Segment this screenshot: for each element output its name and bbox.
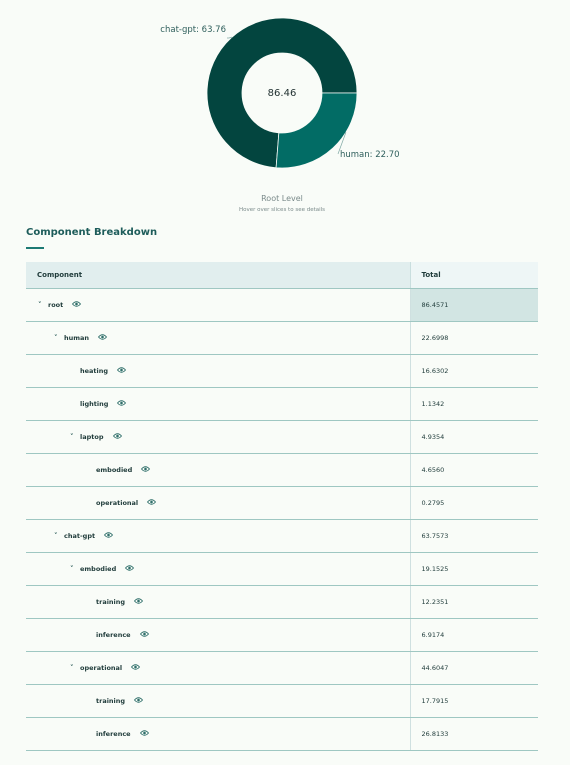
table-row[interactable]: inference 26.8133 (26, 717, 538, 751)
component-cell: heating (26, 354, 410, 388)
component-name: training (96, 598, 126, 606)
total-cell: 17.7915 (409, 684, 538, 718)
slice-human[interactable] (275, 92, 358, 169)
total-cell: 0.2795 (409, 486, 538, 520)
table-row[interactable]: ˅ root 86.4571 (26, 288, 538, 322)
table-row[interactable]: training 17.7915 (26, 684, 538, 718)
component-cell: training (26, 585, 410, 619)
component-cell: inference (26, 618, 410, 652)
total-cell: 4.9354 (409, 420, 538, 454)
eye-icon[interactable] (117, 400, 127, 408)
component-cell: embodied (26, 453, 410, 487)
component-cell: ˅ laptop (26, 420, 410, 454)
leader-line-chat-gpt (227, 36, 233, 39)
table-row[interactable]: inference 6.9174 (26, 618, 538, 652)
donut-center-value: 86.46 (268, 88, 297, 99)
section-title: Component Breakdown (26, 227, 158, 238)
table-row[interactable]: operational 0.2795 (26, 486, 538, 520)
component-name: laptop (80, 433, 104, 441)
component-cell: lighting (26, 387, 410, 421)
total-cell: 16.6302 (409, 354, 538, 388)
chevron-down-icon[interactable]: ˅ (70, 565, 74, 573)
component-name: lighting (80, 400, 109, 408)
component-cell: operational (26, 486, 410, 520)
table-row[interactable]: ˅ embodied 19.1525 (26, 552, 538, 586)
component-name: inference (96, 730, 131, 738)
chevron-down-icon[interactable]: ˅ (54, 532, 58, 540)
component-cell: ˅ human (26, 321, 410, 355)
component-cell: ˅ operational (26, 651, 410, 685)
component-name: inference (96, 631, 131, 639)
table-row[interactable]: ˅ operational 44.6047 (26, 651, 538, 685)
eye-icon[interactable] (112, 433, 122, 441)
eye-icon[interactable] (125, 565, 135, 573)
table-row[interactable]: training 12.2351 (26, 585, 538, 619)
total-cell: 86.4571 (409, 288, 538, 322)
component-cell: ˅ chat-gpt (26, 519, 410, 553)
total-cell: 4.6560 (409, 453, 538, 487)
chart-title: Root Level (261, 194, 303, 203)
total-cell: 22.6998 (409, 321, 538, 355)
component-name: human (64, 334, 90, 342)
component-name: heating (80, 367, 109, 375)
component-table: Component Total ˅ root 86.4571 ˅ human 22.699… (26, 262, 538, 751)
eye-icon[interactable] (139, 631, 149, 639)
eye-icon[interactable] (103, 532, 114, 540)
leader-line-human (337, 132, 347, 155)
table-row[interactable]: ˅ human 22.6998 (26, 321, 538, 355)
eye-icon[interactable] (131, 664, 141, 672)
chevron-down-icon[interactable]: ˅ (54, 334, 58, 342)
component-cell: ˅ embodied (26, 552, 410, 586)
chevron-down-icon[interactable]: ˅ (70, 433, 74, 441)
eye-icon[interactable] (139, 730, 149, 738)
component-cell: ˅ root (26, 288, 410, 322)
total-cell: 26.8133 (409, 717, 538, 751)
table-row[interactable]: embodied 4.6560 (26, 453, 538, 487)
component-name: embodied (96, 466, 133, 474)
eye-icon[interactable] (116, 367, 127, 375)
eye-icon[interactable] (133, 697, 144, 705)
donut-chart: 86.46 chat-gpt: 63.76 human: 22.70 (160, 17, 400, 169)
total-cell: 44.6047 (409, 651, 538, 685)
column-header-total[interactable]: Total (409, 262, 538, 289)
section-underline (26, 247, 44, 249)
eye-icon[interactable] (141, 466, 151, 474)
component-name: chat-gpt (64, 532, 96, 540)
table-header-row: Component Total (26, 262, 538, 289)
total-cell: 19.1525 (409, 552, 538, 586)
component-name: operational (80, 664, 123, 672)
table-row[interactable]: ˅ laptop 4.9354 (26, 420, 538, 454)
table-row[interactable]: ˅ chat-gpt 63.7573 (26, 519, 538, 553)
eye-icon[interactable] (97, 334, 108, 342)
eye-icon[interactable] (133, 598, 144, 606)
total-cell: 63.7573 (409, 519, 538, 553)
chart-subtitle: Hover over slices to see details (238, 207, 326, 213)
component-name: embodied (80, 565, 117, 573)
total-cell: 12.2351 (409, 585, 538, 619)
table-row[interactable]: heating 16.6302 (26, 354, 538, 388)
eye-icon[interactable] (147, 499, 157, 507)
slice-label-human: human: 22.70 (340, 150, 400, 160)
component-name: root (48, 301, 64, 309)
component-cell: training (26, 684, 410, 718)
eye-icon[interactable] (72, 301, 82, 309)
slice-label-chat-gpt: chat-gpt: 63.76 (160, 25, 226, 35)
column-header-component[interactable]: Component (26, 262, 410, 289)
component-cell: inference (26, 717, 410, 751)
total-cell: 1.1342 (409, 387, 538, 421)
component-name: training (96, 697, 126, 705)
table-row[interactable]: lighting 1.1342 (26, 387, 538, 421)
component-name: operational (96, 499, 139, 507)
total-cell: 6.9174 (409, 618, 538, 652)
chevron-down-icon[interactable]: ˅ (38, 301, 42, 309)
chevron-down-icon[interactable]: ˅ (70, 664, 74, 672)
slice-chat-gpt[interactable] (206, 17, 358, 169)
